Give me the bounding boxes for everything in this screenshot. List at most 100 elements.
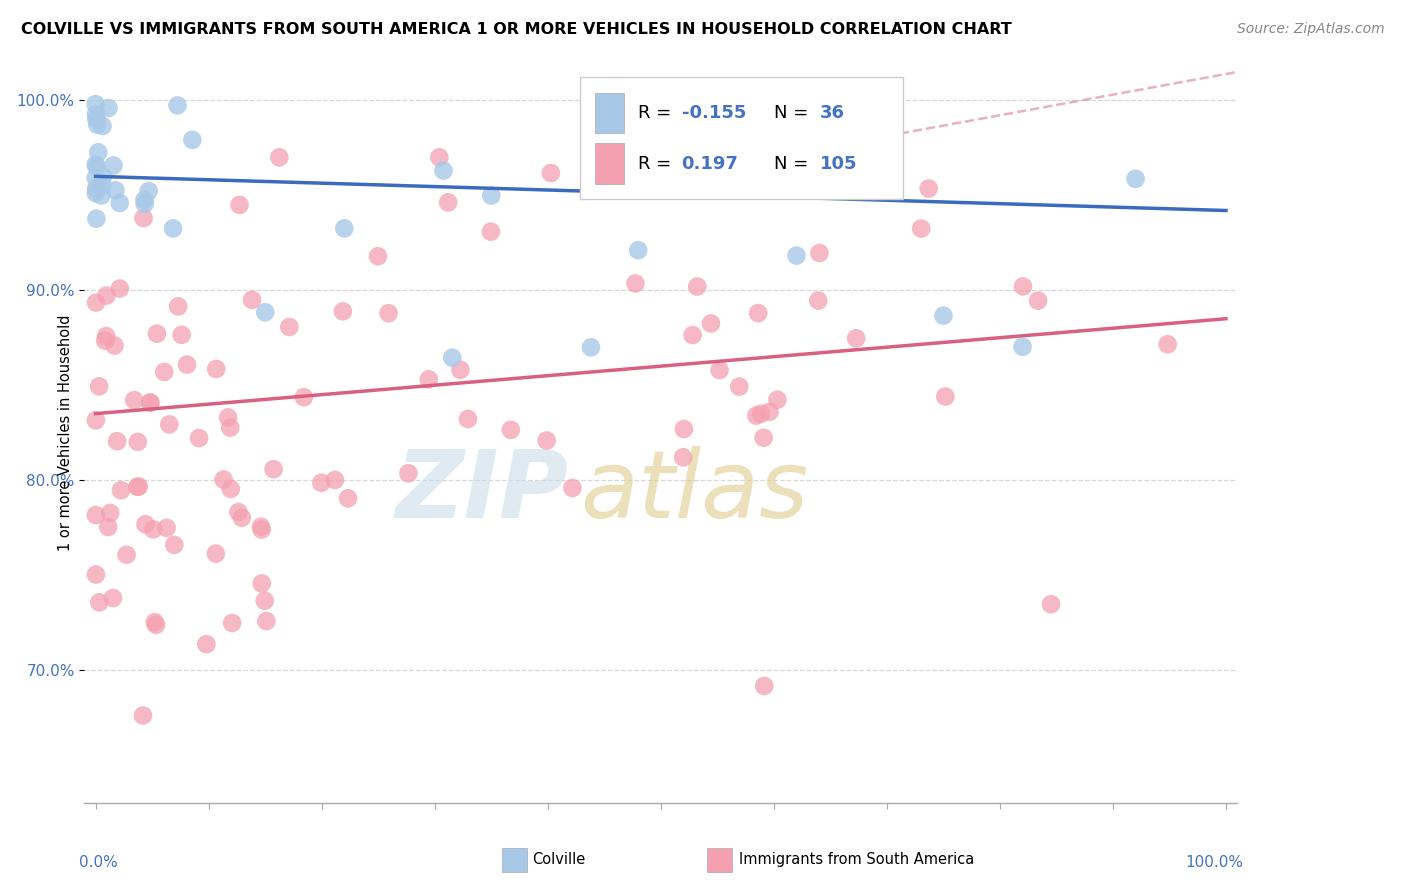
Point [682, 328, 704, 343]
Point [807, 293, 830, 308]
Text: COLVILLE VS IMMIGRANTS FROM SOUTH AMERICA 1 OR MORE VEHICLES IN HOUSEHOLD CORREL: COLVILLE VS IMMIGRANTS FROM SOUTH AMERIC… [21, 22, 1012, 37]
Point [84, 186, 107, 201]
Point [1026, 293, 1049, 308]
Point [418, 372, 440, 386]
Point [134, 193, 156, 207]
Text: 36: 36 [820, 104, 845, 122]
Point [250, 523, 273, 537]
Point [84, 508, 107, 522]
Point [700, 317, 723, 331]
Point [176, 358, 198, 372]
Point [292, 390, 315, 404]
Point [108, 196, 131, 211]
Text: 100.0%: 100.0% [1185, 855, 1243, 870]
Point [323, 473, 346, 487]
Point [84, 107, 107, 121]
Y-axis label: 1 or more Vehicles in Household: 1 or more Vehicles in Household [58, 314, 73, 551]
Point [1011, 340, 1033, 354]
Point [127, 434, 149, 449]
Point [86, 181, 108, 195]
Point [166, 98, 188, 112]
Point [139, 395, 162, 409]
Point [153, 365, 176, 379]
Text: Immigrants from South America: Immigrants from South America [740, 853, 974, 867]
Point [717, 150, 740, 164]
Point [108, 281, 131, 295]
Point [228, 505, 250, 519]
Point [250, 576, 273, 591]
Point [762, 150, 785, 164]
Point [932, 309, 955, 323]
Point [672, 422, 695, 436]
Point [219, 420, 242, 434]
Point [561, 481, 583, 495]
Point [87, 379, 110, 393]
Point [84, 157, 107, 171]
Point [90, 188, 112, 202]
Point [86, 211, 108, 226]
Point [96, 329, 118, 343]
Point [336, 491, 359, 506]
Point [934, 390, 956, 404]
Point [1156, 337, 1178, 351]
Point [163, 538, 186, 552]
Point [754, 679, 776, 693]
Point [540, 166, 562, 180]
Point [167, 299, 190, 313]
Point [747, 306, 769, 320]
Point [254, 614, 277, 628]
Point [845, 331, 868, 345]
Point [110, 483, 132, 498]
Text: N =: N = [773, 154, 814, 172]
Point [377, 306, 399, 320]
Point [263, 462, 285, 476]
Point [143, 615, 166, 629]
Text: Source: ZipAtlas.com: Source: ZipAtlas.com [1237, 22, 1385, 37]
Point [728, 379, 751, 393]
Point [499, 423, 522, 437]
Point [758, 405, 780, 419]
Point [104, 183, 127, 197]
Point [250, 520, 273, 534]
Bar [502, 848, 527, 871]
Point [84, 413, 107, 427]
Bar [595, 93, 624, 134]
Bar [707, 848, 733, 871]
Point [97, 101, 120, 115]
Point [785, 249, 807, 263]
Text: N =: N = [773, 104, 814, 122]
FancyBboxPatch shape [581, 78, 903, 200]
Point [1040, 597, 1063, 611]
Point [254, 305, 277, 319]
Text: Colville: Colville [531, 853, 585, 867]
Point [427, 150, 450, 164]
Point [84, 170, 107, 185]
Point [142, 522, 165, 536]
Point [253, 594, 276, 608]
Text: -0.155: -0.155 [682, 104, 747, 122]
Point [101, 591, 124, 605]
Point [479, 188, 502, 202]
Point [84, 112, 107, 126]
Point [139, 395, 162, 409]
Point [98, 506, 121, 520]
Point [162, 221, 184, 235]
Point [627, 244, 650, 258]
Point [686, 279, 709, 293]
Text: atlas: atlas [581, 446, 808, 537]
Point [132, 708, 155, 723]
Point [97, 520, 120, 534]
Text: 105: 105 [820, 154, 858, 172]
Point [195, 637, 218, 651]
Point [94, 334, 117, 348]
Point [84, 567, 107, 582]
Point [212, 473, 235, 487]
Text: 0.0%: 0.0% [79, 855, 117, 870]
Point [228, 198, 250, 212]
Point [278, 320, 301, 334]
Point [138, 184, 160, 198]
Point [84, 182, 107, 196]
Point [441, 351, 464, 365]
Point [91, 169, 114, 184]
Point [219, 482, 242, 496]
